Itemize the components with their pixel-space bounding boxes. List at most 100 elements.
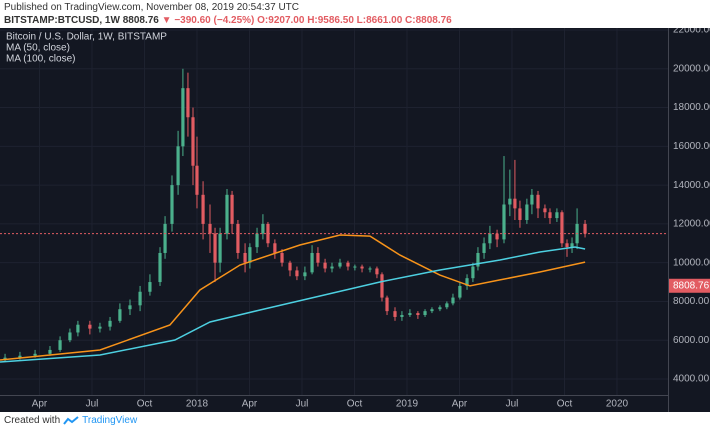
candle-body xyxy=(3,357,7,360)
y-tick-label: 8000.00 xyxy=(673,296,710,307)
ohlc: O:9207.00 H:9586.50 L:8661.00 C:8808.76 xyxy=(257,15,452,26)
candle-body xyxy=(225,194,229,234)
x-tick-label: Jul xyxy=(86,399,99,410)
candle-body xyxy=(338,262,342,267)
candle-body xyxy=(476,252,480,267)
candle-body xyxy=(191,117,195,166)
candle-body xyxy=(423,311,427,316)
y-tick-label: 10000.00 xyxy=(673,257,710,268)
y-tick-label: 14000.00 xyxy=(673,180,710,191)
candle-body xyxy=(98,326,102,329)
created-with: Created with xyxy=(4,415,61,426)
y-tick-label: 16000.00 xyxy=(673,141,710,152)
candle-body xyxy=(128,305,132,310)
legend-entry: MA (100, close) xyxy=(6,54,75,65)
chart-background xyxy=(0,28,710,412)
footer: Created with TradingView xyxy=(4,415,137,426)
candle-body xyxy=(416,313,420,316)
x-tick-label: Oct xyxy=(347,399,363,410)
x-tick-label: Jul xyxy=(506,399,519,410)
y-tick-label: 4000.00 xyxy=(673,374,710,385)
candle-body xyxy=(353,266,357,268)
candle-body xyxy=(513,198,517,209)
candle-body xyxy=(218,233,222,263)
candle-body xyxy=(243,252,247,263)
x-tick-label: 2019 xyxy=(396,399,419,410)
legend-entry: Bitcoin / U.S. Dollar, 1W, BITSTAMP xyxy=(6,32,167,43)
candle-body xyxy=(536,194,540,209)
candle-body xyxy=(400,315,404,317)
candle-body xyxy=(310,252,314,273)
candle-body xyxy=(548,212,552,219)
candle-body xyxy=(565,243,569,248)
candle-body xyxy=(138,291,142,306)
x-tick-label: Oct xyxy=(557,399,573,410)
last: 8808.76 xyxy=(122,15,159,26)
candle-body xyxy=(360,266,364,269)
candle-body xyxy=(385,297,389,312)
candle-body xyxy=(555,212,559,219)
candle-body xyxy=(273,243,277,253)
candle-body xyxy=(208,223,212,234)
candle-body xyxy=(560,212,564,244)
candle-body xyxy=(495,233,499,240)
ma-line xyxy=(0,246,586,363)
candle-body xyxy=(158,252,162,283)
candle-body xyxy=(76,324,80,333)
candle-body xyxy=(118,309,122,321)
y-tick-label: 22000.00 xyxy=(673,28,710,36)
candle-body xyxy=(330,266,334,269)
candle-body xyxy=(261,223,265,234)
candle-body xyxy=(176,146,180,186)
candle-body xyxy=(570,243,574,248)
candle-body xyxy=(438,307,442,310)
candle-body xyxy=(408,313,412,316)
price-tag xyxy=(669,278,710,293)
chart: 4000.00 6000.00 8000.00 10000.00 12000.00 140… xyxy=(0,28,710,412)
candle-body xyxy=(518,208,522,221)
candle-body xyxy=(68,332,72,341)
candle-body xyxy=(583,223,587,234)
candle-body xyxy=(375,268,379,275)
x-tick-label: 2018 xyxy=(186,399,209,410)
candle-body xyxy=(471,266,475,279)
y-tick-label: 12000.00 xyxy=(673,219,710,230)
candle-body xyxy=(380,274,384,298)
x-tick-label: Oct xyxy=(137,399,153,410)
candle-body xyxy=(280,252,284,263)
candle-body xyxy=(48,349,52,354)
candle-body xyxy=(488,233,492,244)
brand: TradingView xyxy=(82,415,138,426)
candle-body xyxy=(346,262,350,267)
published-line: Published on TradingView.com, November 0… xyxy=(4,2,299,13)
candle-body xyxy=(213,233,217,263)
candle-body xyxy=(445,303,449,308)
legend-entry: MA (50, close) xyxy=(6,43,70,54)
x-tick-label: Apr xyxy=(242,399,258,410)
candle-body xyxy=(248,247,252,263)
candle-body xyxy=(288,262,292,271)
candle-body xyxy=(465,278,469,286)
candle-body xyxy=(255,233,259,248)
candle-body xyxy=(201,194,205,224)
candle-body xyxy=(458,285,462,298)
candle-body xyxy=(195,165,199,195)
candle-body xyxy=(508,198,512,205)
ma-line xyxy=(0,234,586,361)
candle-body xyxy=(108,320,112,327)
candle-body xyxy=(88,324,92,329)
candle-body xyxy=(368,268,372,270)
symbol: BITSTAMP:BTCUSD, 1W xyxy=(4,15,120,26)
candle-body xyxy=(393,311,397,317)
candle-body xyxy=(295,270,299,277)
candle-body xyxy=(303,272,307,277)
price-tag-label: 8808.76 xyxy=(673,280,710,291)
change: ▼ −390.60 (−4.25%) xyxy=(161,15,255,26)
candle-body xyxy=(33,353,37,356)
candle-body xyxy=(181,88,185,147)
candle-body xyxy=(236,223,240,253)
candle-body xyxy=(430,309,434,312)
candle-body xyxy=(543,208,547,213)
x-tick-label: Jul xyxy=(296,399,309,410)
